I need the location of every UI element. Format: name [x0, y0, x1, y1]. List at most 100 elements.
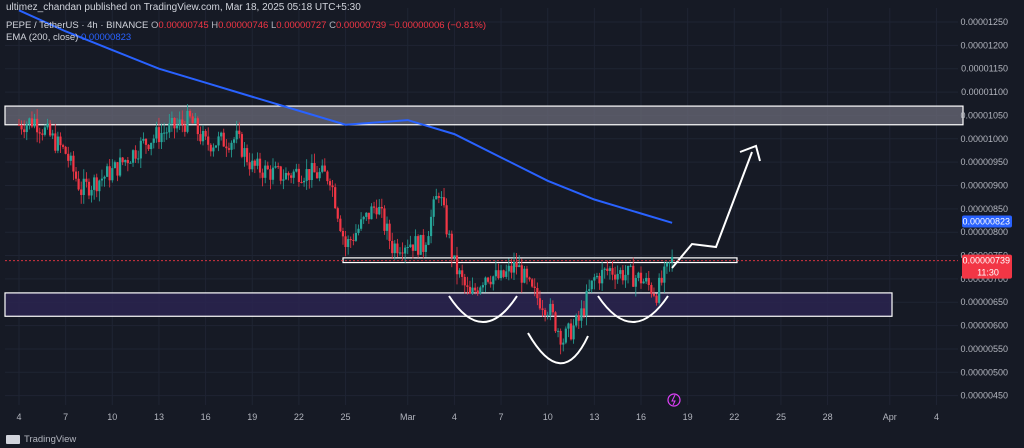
candle-body: [468, 286, 472, 294]
candle-body: [51, 133, 54, 136]
candle-body: [318, 171, 321, 179]
candle-body: [582, 308, 586, 316]
y-tick-label: 0.00001150: [961, 64, 1008, 74]
candle-body: [313, 163, 316, 173]
candle-body: [650, 284, 653, 294]
candle-body: [515, 261, 518, 268]
candle-body: [538, 298, 542, 309]
x-tick-label: 16: [201, 412, 211, 422]
candle-body: [518, 265, 521, 268]
candle-body: [344, 236, 347, 248]
candle-body: [489, 281, 492, 285]
candle-body: [336, 208, 339, 219]
x-tick-label: 10: [543, 412, 553, 422]
candle-body: [484, 277, 487, 286]
high-label: H: [211, 20, 219, 31]
candle-body: [178, 119, 181, 125]
change-value: −0.00000006 (−0.81%): [388, 20, 487, 31]
candle-body: [349, 239, 352, 241]
candle-body: [214, 145, 218, 148]
candle-body: [593, 277, 596, 281]
candle-body: [157, 127, 161, 143]
event-marker-icon: [667, 393, 681, 407]
y-tick-label: 0.00000950: [960, 157, 1008, 167]
y-tick-label: 0.00000450: [960, 391, 1008, 401]
candle-body: [639, 272, 643, 284]
candle-body: [23, 129, 26, 133]
open-value: 0.00000745: [158, 20, 209, 31]
low-label: L: [270, 20, 277, 31]
candle-body: [531, 279, 534, 287]
candle-body: [207, 136, 210, 145]
candle-body: [118, 157, 122, 176]
x-tick-label: 28: [823, 412, 833, 422]
candle-body: [432, 199, 435, 217]
chart-grid: [5, 8, 958, 405]
candle-body: [308, 169, 311, 181]
candle-body: [398, 252, 402, 254]
candle-layer: [17, 104, 674, 355]
candle-body: [424, 244, 427, 252]
candle-body: [87, 181, 91, 196]
candle-body: [284, 172, 288, 180]
candle-body: [134, 150, 137, 159]
candle-body: [300, 181, 303, 183]
candle-body: [302, 180, 306, 183]
candle-body: [354, 233, 358, 241]
x-tick-label: 13: [589, 412, 599, 422]
candle-body: [131, 150, 135, 163]
candle-body: [528, 277, 531, 280]
ema-label[interactable]: EMA (200, close): [6, 32, 79, 43]
x-tick-label: 19: [683, 412, 693, 422]
candle-body: [466, 285, 469, 287]
candle-body: [121, 157, 124, 163]
candle-body: [645, 277, 648, 282]
candle-body: [310, 163, 313, 181]
candle-body: [116, 162, 119, 176]
candle-body: [486, 277, 490, 282]
candle-body: [248, 162, 251, 170]
candle-body: [401, 252, 404, 254]
last-price-tag: [962, 254, 1012, 279]
close-label: C: [329, 20, 336, 31]
candle-body: [256, 158, 259, 166]
candle-body: [481, 285, 485, 288]
candle-body: [556, 330, 560, 332]
candle-body: [585, 290, 588, 316]
candle-body: [629, 265, 632, 267]
candle-body: [253, 160, 256, 166]
candle-body: [603, 268, 606, 270]
candle-body: [160, 132, 163, 143]
candle-body: [74, 171, 78, 179]
tradingview-logo-icon: [6, 435, 20, 444]
candle-body: [435, 196, 438, 200]
ema-price-tag: [962, 215, 1012, 228]
symbol-label[interactable]: PEPE / TetherUS · 4h · BINANCE: [6, 20, 149, 31]
candle-body: [274, 166, 277, 168]
candle-body: [30, 118, 34, 127]
candle-body: [474, 287, 477, 291]
candle-body: [334, 187, 337, 209]
candle-body: [43, 127, 47, 135]
candle-body: [72, 155, 75, 172]
x-tick-label: 19: [247, 412, 257, 422]
candle-body: [505, 271, 508, 277]
candle-body: [238, 130, 241, 135]
candle-body: [406, 246, 409, 248]
candle-body: [417, 236, 420, 255]
x-tick-label: 10: [107, 412, 117, 422]
candle-body: [38, 132, 41, 134]
candle-body: [668, 262, 671, 264]
candle-body: [347, 239, 350, 248]
countdown-text: 11:30: [977, 268, 999, 278]
candle-body: [479, 287, 482, 294]
candle-body: [577, 315, 580, 321]
x-tick-label: 22: [729, 412, 739, 422]
candle-body: [652, 293, 656, 296]
candle-body: [510, 265, 513, 273]
candle-body: [461, 270, 464, 277]
candle-body: [271, 167, 275, 180]
candle-body: [471, 287, 474, 294]
